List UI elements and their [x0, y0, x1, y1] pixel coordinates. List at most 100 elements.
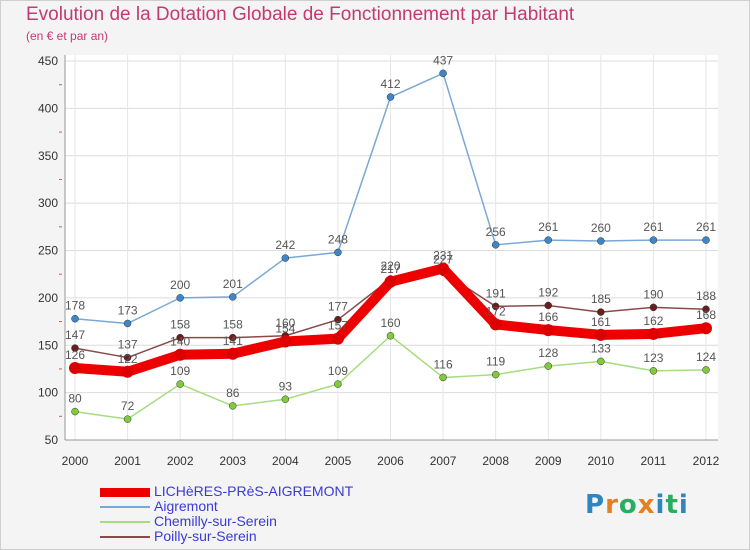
legend-label: Poilly-sur-Serein — [154, 528, 257, 544]
data-label: 191 — [486, 286, 506, 300]
data-label: 141 — [223, 334, 243, 348]
legend-swatch — [100, 506, 150, 508]
data-label: 177 — [328, 300, 348, 314]
data-label: 122 — [118, 352, 138, 366]
plot-area — [65, 55, 718, 440]
y-tick-label: 50 — [45, 433, 59, 447]
logo-letter: i — [678, 490, 689, 520]
data-point — [176, 294, 184, 302]
x-tick-label: 2012 — [693, 454, 720, 468]
legend-label: Chemilly-sur-Serein — [154, 513, 277, 529]
legend-swatch — [100, 521, 150, 523]
data-point — [597, 308, 605, 316]
data-point — [491, 370, 500, 379]
data-point — [71, 344, 79, 352]
data-point — [702, 366, 710, 374]
data-label: 261 — [696, 220, 716, 234]
y-tick-label: 300 — [38, 196, 58, 210]
data-label: 140 — [170, 335, 190, 349]
data-point — [649, 367, 658, 375]
data-label: 166 — [538, 310, 558, 324]
x-tick-label: 2011 — [641, 454, 667, 468]
data-point — [123, 415, 132, 423]
data-point — [281, 254, 290, 262]
data-point — [384, 275, 397, 288]
x-tick-label: 2003 — [219, 454, 246, 468]
logo-letter: r — [605, 490, 619, 520]
data-point — [700, 322, 712, 335]
data-label: 72 — [121, 399, 135, 413]
data-label: 231 — [433, 249, 453, 263]
legend-label: Aigremont — [154, 498, 218, 514]
data-label: 162 — [643, 314, 663, 328]
y-tick-label: 350 — [38, 149, 58, 163]
data-point — [123, 319, 132, 328]
data-label: 217 — [380, 262, 400, 276]
legend-swatch — [100, 536, 150, 538]
series-lines — [69, 69, 712, 423]
data-point — [491, 241, 500, 249]
data-point — [594, 328, 607, 341]
x-tick-label: 2006 — [377, 454, 404, 468]
data-label: 116 — [434, 357, 453, 371]
x-tick-label: 2008 — [482, 454, 509, 468]
data-point — [331, 332, 344, 345]
y-tick-label: 250 — [38, 244, 58, 258]
data-label: 137 — [118, 338, 138, 352]
data-label: 123 — [643, 351, 663, 365]
data-point — [334, 380, 342, 388]
chart-title: Evolution de la Dotation Globale de Fonc… — [26, 4, 575, 25]
data-point — [229, 402, 237, 410]
data-point — [439, 69, 447, 78]
data-label: 261 — [643, 220, 663, 234]
data-point — [647, 327, 660, 340]
data-label: 201 — [223, 277, 243, 291]
data-label: 86 — [226, 386, 240, 400]
data-label: 260 — [591, 221, 611, 235]
data-label: 256 — [486, 225, 506, 239]
data-point — [334, 248, 342, 257]
data-point — [437, 262, 450, 275]
chart-subtitle: (en € et par an) — [26, 29, 109, 43]
x-tick-label: 2002 — [167, 454, 194, 468]
data-label: 147 — [65, 328, 85, 342]
data-point — [229, 293, 237, 301]
data-label: 158 — [170, 318, 190, 332]
data-label: 133 — [591, 341, 611, 355]
data-label: 172 — [486, 304, 506, 318]
data-point — [544, 362, 552, 370]
y-tick-label: 100 — [38, 386, 58, 400]
data-point — [176, 333, 184, 342]
proxiti-logo: Proxiti — [585, 490, 689, 520]
data-point — [226, 347, 239, 360]
data-label: 93 — [279, 379, 293, 393]
data-point — [702, 236, 710, 244]
data-label: 109 — [328, 364, 348, 378]
data-point — [334, 315, 342, 324]
logo-letter: i — [655, 490, 666, 520]
x-tick-label: 2007 — [430, 454, 457, 468]
data-point — [174, 348, 187, 361]
data-point — [229, 333, 237, 342]
data-label: 192 — [538, 285, 558, 299]
x-tick-label: 2009 — [535, 454, 562, 468]
data-label: 412 — [380, 77, 400, 91]
data-label: 178 — [65, 299, 85, 313]
data-label: 128 — [538, 346, 558, 360]
data-label: 185 — [591, 292, 611, 306]
data-label: 227 — [433, 252, 453, 266]
data-point — [489, 318, 502, 331]
data-label: 437 — [433, 53, 453, 67]
data-label: 124 — [696, 350, 716, 364]
x-tick-label: 2001 — [114, 454, 141, 468]
data-point — [386, 332, 395, 340]
x-tick-label: 2004 — [272, 454, 299, 468]
data-label: 119 — [486, 355, 505, 369]
x-tick-label: 2000 — [62, 454, 89, 468]
data-point — [544, 301, 552, 310]
data-label: 160 — [380, 316, 400, 330]
data-point — [542, 324, 555, 337]
data-point — [597, 357, 605, 366]
data-label: 160 — [275, 316, 295, 330]
